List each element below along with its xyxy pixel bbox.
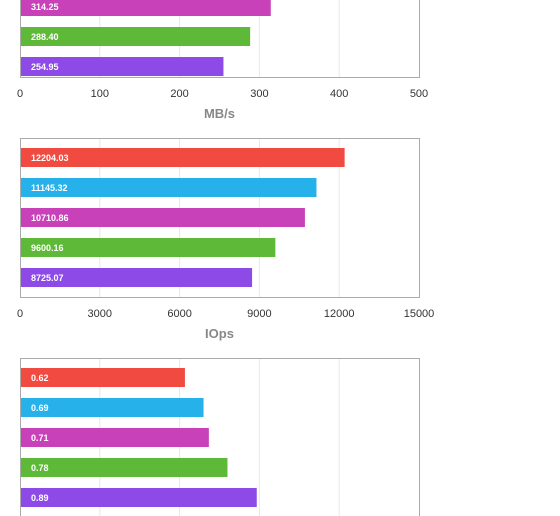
chart-2: 12204.03 11145.32 10710.86 9600.16 8725.07 0 3… bbox=[17, 138, 434, 341]
x-tick-label: 15000 bbox=[404, 308, 435, 320]
bar bbox=[21, 428, 209, 447]
bar bbox=[21, 148, 345, 167]
bar-value-label: 0.89 bbox=[31, 493, 49, 503]
x-axis-title: IOps bbox=[205, 326, 234, 341]
bar-value-label: 288.40 bbox=[31, 32, 59, 42]
bar bbox=[21, 368, 185, 387]
bar-value-label: 11145.32 bbox=[31, 183, 68, 193]
bar bbox=[21, 238, 276, 257]
x-tick-label: 400 bbox=[330, 88, 348, 100]
chart-1: 314.25 288.40 254.95 0 100 200 300 400 500 MB/s bbox=[17, 0, 428, 121]
x-axis-title: MB/s bbox=[204, 106, 235, 121]
plot-frame bbox=[20, 138, 420, 298]
bar bbox=[21, 208, 305, 227]
bar-value-label: 314.25 bbox=[31, 2, 59, 12]
bar bbox=[21, 398, 204, 417]
plot-frame bbox=[20, 0, 420, 78]
bar-value-label: 254.95 bbox=[31, 62, 59, 72]
x-tick-label: 0 bbox=[17, 308, 23, 320]
bar-value-label: 8725.07 bbox=[31, 273, 64, 283]
bar-value-label: 0.78 bbox=[31, 463, 49, 473]
bar-value-label: 12204.03 bbox=[31, 153, 69, 163]
x-tick-label: 100 bbox=[91, 88, 109, 100]
x-tick-label: 0 bbox=[17, 88, 23, 100]
x-tick-label: 3000 bbox=[88, 308, 112, 320]
bar-value-label: 0.71 bbox=[31, 433, 49, 443]
bar bbox=[21, 57, 224, 76]
bar-value-label: 9600.16 bbox=[31, 243, 64, 253]
bar bbox=[21, 178, 317, 197]
x-tick-label: 200 bbox=[170, 88, 188, 100]
chart-3: 0.62 0.69 0.71 0.78 0.89 bbox=[20, 358, 420, 516]
bar bbox=[21, 27, 251, 46]
bar bbox=[21, 0, 271, 16]
plot-frame bbox=[20, 358, 420, 516]
x-tick-label: 500 bbox=[410, 88, 428, 100]
x-tick-label: 300 bbox=[250, 88, 268, 100]
bar-value-label: 0.69 bbox=[31, 403, 49, 413]
bar bbox=[21, 268, 253, 287]
bar bbox=[21, 458, 228, 477]
bar bbox=[21, 488, 257, 507]
x-tick-label: 9000 bbox=[247, 308, 271, 320]
bar-value-label: 0.62 bbox=[31, 373, 49, 383]
x-tick-label: 12000 bbox=[324, 308, 355, 320]
x-tick-label: 6000 bbox=[167, 308, 191, 320]
bar-value-label: 10710.86 bbox=[31, 213, 69, 223]
